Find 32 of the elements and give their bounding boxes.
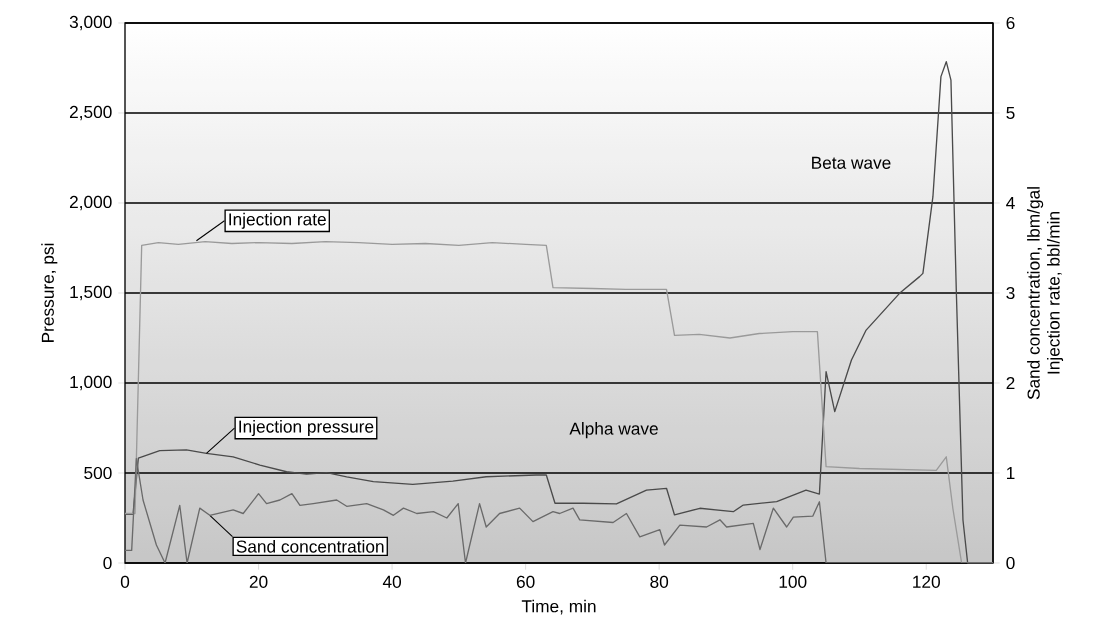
y2-tick-label: 3 (1006, 286, 1015, 300)
y-tick-label: 500 (84, 466, 112, 480)
y2-tick-label: 5 (1006, 106, 1015, 120)
x-tick-label: 100 (779, 575, 807, 588)
y2-tick-label: 4 (1006, 197, 1015, 209)
y2-tick-label: 2 (1006, 376, 1015, 390)
x-tick-label: 60 (516, 575, 535, 588)
y-tick-label: 2,000 (69, 195, 112, 211)
y-tick-label: 1,000 (70, 375, 112, 391)
y-tick-label: 3,000 (69, 15, 112, 31)
x-tick-label: 40 (382, 575, 402, 588)
y-tick-label: 1,500 (70, 285, 112, 301)
x-tick-label: 80 (650, 575, 669, 588)
x-tick-label: 0 (120, 575, 130, 588)
line-series (125, 457, 994, 563)
x-tick-label: 120 (913, 575, 940, 588)
annotation: Sand concentration (236, 539, 384, 553)
x-tick-label: 20 (249, 575, 268, 588)
line-series (124, 61, 994, 564)
text: Injection rate, bbl/min (1047, 212, 1064, 374)
annotation: Injection pressure (239, 419, 374, 437)
annotation: Injection rate (229, 212, 326, 229)
y2-axis-title: Sand concentration, lbm/gal (1027, 187, 1044, 400)
y2-tick-label: 1 (1007, 467, 1015, 479)
y-tick-label: 0 (103, 556, 112, 570)
y-axis-title: Pressure, psi (41, 243, 58, 342)
x-axis-title: Time, min (521, 599, 596, 615)
y2-tick-label: 6 (1006, 16, 1015, 30)
annotation: Beta wave (812, 156, 891, 169)
y2-tick-label: 0 (1006, 556, 1015, 570)
annotation: Alpha wave (569, 422, 658, 439)
y-tick-label: 2,500 (69, 105, 112, 121)
